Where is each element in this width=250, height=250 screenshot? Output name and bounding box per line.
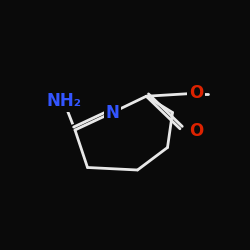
Text: O: O [189,84,204,102]
Text: N: N [106,104,120,122]
Text: O: O [189,122,204,140]
Text: NH₂: NH₂ [46,92,81,110]
